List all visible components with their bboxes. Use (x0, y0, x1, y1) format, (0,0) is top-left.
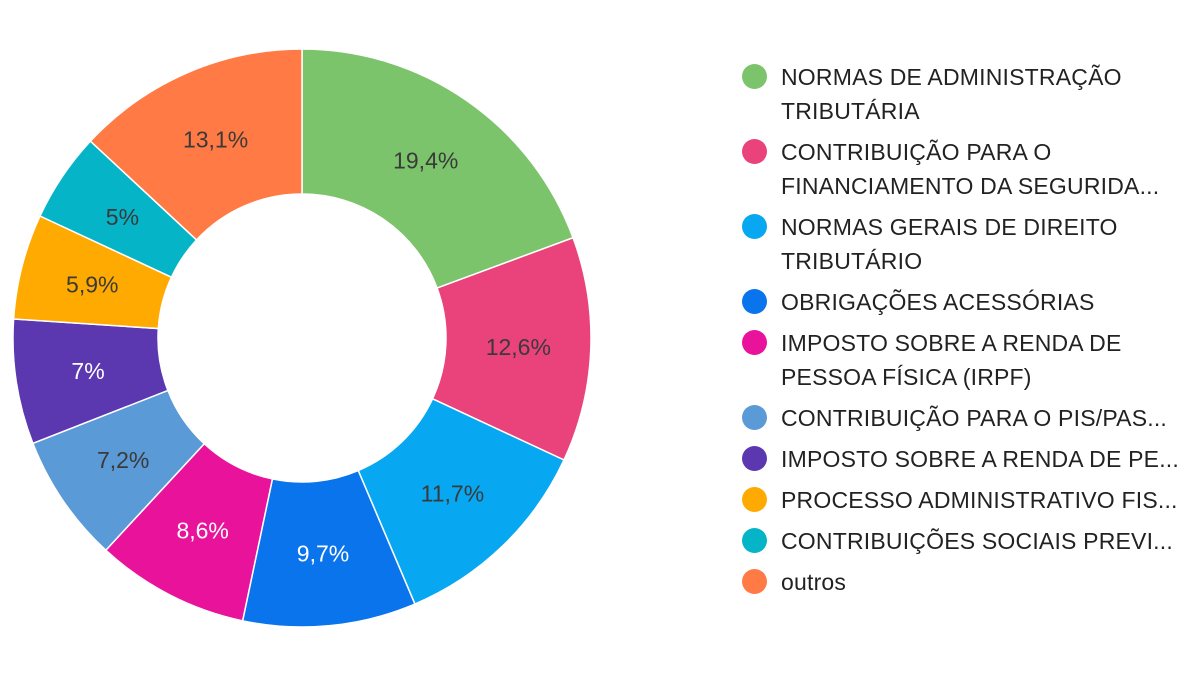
slice-value-label: 9,7% (297, 540, 349, 566)
legend-label: PROCESSO ADMINISTRATIVO FIS... (781, 487, 1178, 513)
chart-legend: NORMAS DE ADMINISTRAÇÃO TRIBUTÁRIA CONTR… (742, 60, 1192, 606)
legend-label: outros (781, 569, 847, 595)
legend-swatch-icon (742, 446, 767, 471)
legend-item[interactable]: NORMAS GERAIS DE DIREITO TRIBUTÁRIO (742, 210, 1192, 278)
slice-value-label: 5,9% (66, 271, 118, 297)
donut-chart: 19,4% 12,6% 11,7% 9,7% 8,6% 7,2% 7% 5,9% 5% 13,1% (12, 48, 592, 628)
legend-swatch-icon (742, 139, 767, 164)
legend-item[interactable]: outros (742, 565, 1192, 599)
legend-label: NORMAS GERAIS DE DIREITO TRIBUTÁRIO (781, 214, 1118, 274)
legend-item[interactable]: OBRIGAÇÕES ACESSÓRIAS (742, 285, 1192, 319)
legend-swatch-icon (742, 64, 767, 89)
legend-swatch-icon (742, 569, 767, 594)
legend-item[interactable]: CONTRIBUIÇÃO PARA O FINANCIAMENTO DA SEG… (742, 135, 1192, 203)
legend-swatch-icon (742, 330, 767, 355)
slice-value-label: 7% (71, 358, 104, 384)
donut-slice[interactable] (301, 48, 575, 290)
legend-label: NORMAS DE ADMINISTRAÇÃO TRIBUTÁRIA (781, 64, 1122, 124)
legend-label: IMPOSTO SOBRE A RENDA DE PESSOA FÍSICA (… (781, 330, 1122, 390)
slice-value-label: 8,6% (176, 517, 228, 543)
legend-label: CONTRIBUIÇÕES SOCIAIS PREVI... (781, 528, 1173, 554)
legend-swatch-icon (742, 214, 767, 239)
slice-value-label: 13,1% (183, 127, 248, 153)
legend-label: OBRIGAÇÕES ACESSÓRIAS (781, 289, 1095, 315)
legend-item[interactable]: PROCESSO ADMINISTRATIVO FIS... (742, 483, 1192, 517)
donut-slice[interactable] (431, 236, 592, 461)
legend-label: CONTRIBUIÇÃO PARA O PIS/PAS... (781, 405, 1168, 431)
legend-item[interactable]: IMPOSTO SOBRE A RENDA DE PESSOA FÍSICA (… (742, 326, 1192, 394)
legend-swatch-icon (742, 487, 767, 512)
legend-label: CONTRIBUIÇÃO PARA O FINANCIAMENTO DA SEG… (781, 139, 1160, 199)
legend-swatch-icon (742, 289, 767, 314)
donut-chart-svg: 19,4% 12,6% 11,7% 9,7% 8,6% 7,2% 7% 5,9% 5% 13,1% (12, 48, 592, 628)
legend-item[interactable]: IMPOSTO SOBRE A RENDA DE PE... (742, 442, 1192, 476)
legend-item[interactable]: CONTRIBUIÇÃO PARA O PIS/PAS... (742, 401, 1192, 435)
legend-item[interactable]: CONTRIBUIÇÕES SOCIAIS PREVI... (742, 524, 1192, 558)
slice-value-label: 19,4% (393, 147, 458, 173)
legend-swatch-icon (742, 528, 767, 553)
slice-value-label: 12,6% (486, 334, 551, 360)
slice-value-label: 11,7% (421, 481, 485, 507)
legend-swatch-icon (742, 405, 767, 430)
legend-label: IMPOSTO SOBRE A RENDA DE PE... (781, 446, 1179, 472)
slice-value-label: 7,2% (97, 447, 149, 473)
legend-item[interactable]: NORMAS DE ADMINISTRAÇÃO TRIBUTÁRIA (742, 60, 1192, 128)
slice-value-label: 5% (106, 204, 139, 230)
donut-slice[interactable] (89, 48, 303, 241)
